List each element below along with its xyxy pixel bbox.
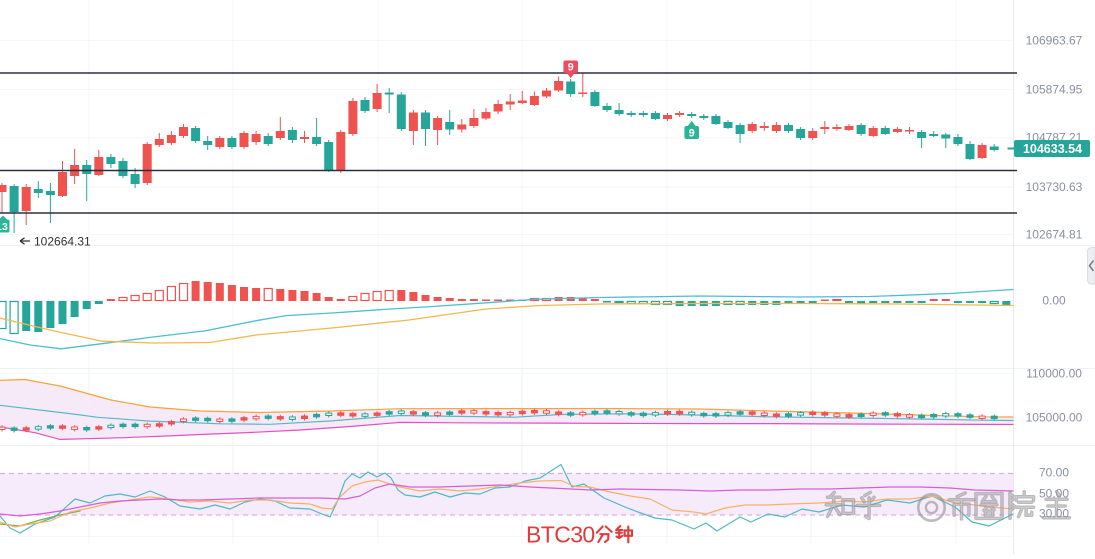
svg-text:102664.31: 102664.31	[34, 235, 91, 249]
svg-text:106963.67: 106963.67	[1026, 34, 1083, 48]
svg-text:13: 13	[0, 221, 8, 233]
svg-text:105000.00: 105000.00	[1026, 411, 1083, 425]
svg-text:110000.00: 110000.00	[1026, 367, 1082, 381]
svg-text:102674.81: 102674.81	[1026, 228, 1083, 242]
svg-text:9: 9	[689, 128, 695, 140]
svg-text:103730.63: 103730.63	[1026, 180, 1083, 194]
svg-text:50.00: 50.00	[1039, 487, 1069, 501]
svg-text:9: 9	[568, 62, 574, 74]
svg-text:BTC30: BTC30	[526, 522, 595, 548]
svg-text:105874.95: 105874.95	[1026, 83, 1083, 97]
svg-text:0.00: 0.00	[1042, 294, 1066, 308]
svg-text:70.00: 70.00	[1039, 466, 1069, 480]
svg-text:104633.54: 104633.54	[1023, 142, 1082, 156]
